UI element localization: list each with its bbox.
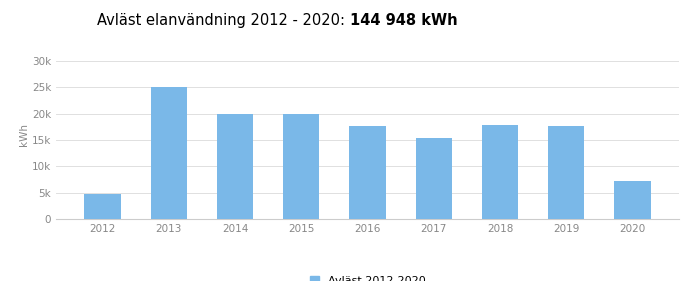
Bar bbox=[482, 125, 518, 219]
Bar bbox=[548, 126, 584, 219]
Bar bbox=[614, 181, 651, 219]
Bar bbox=[150, 87, 187, 219]
Text: 144 948 kWh: 144 948 kWh bbox=[350, 13, 458, 28]
Bar bbox=[349, 126, 386, 219]
Bar bbox=[217, 114, 253, 219]
Text: Avläst elanvändning 2012 - 2020:: Avläst elanvändning 2012 - 2020: bbox=[97, 13, 350, 28]
Bar bbox=[84, 194, 121, 219]
Y-axis label: kWh: kWh bbox=[19, 123, 29, 146]
Bar bbox=[283, 114, 319, 219]
Legend: Avläst 2012-2020: Avläst 2012-2020 bbox=[305, 272, 430, 281]
Bar bbox=[416, 137, 452, 219]
